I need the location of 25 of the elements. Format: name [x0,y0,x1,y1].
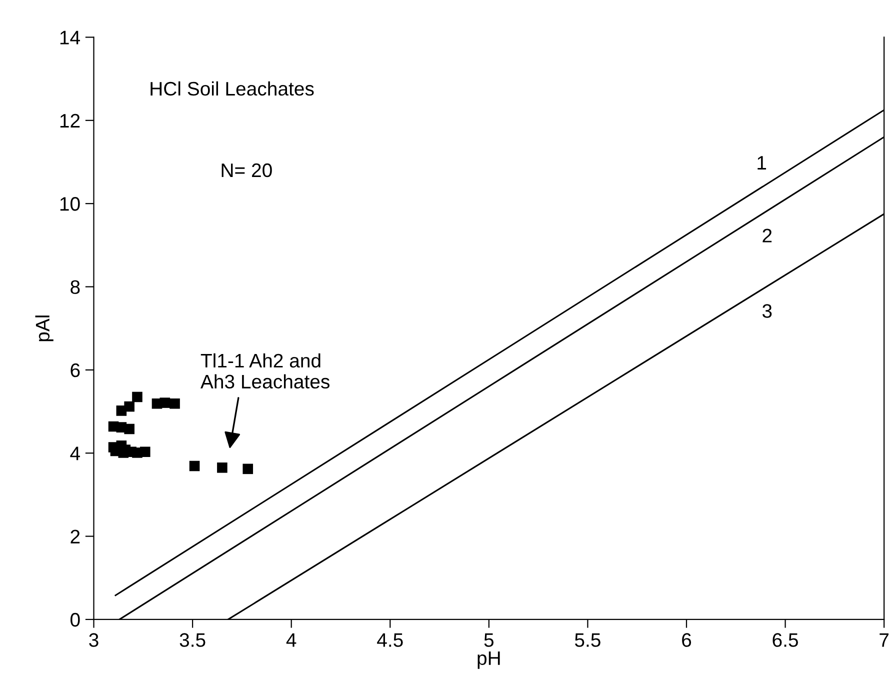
x-tick-label: 7 [880,633,888,647]
y-tick-label: 4 [70,446,80,460]
x-tick-label: 5.5 [574,633,600,647]
x-tick-label: 4 [286,633,296,647]
y-tick-label: 8 [70,280,80,294]
y-tick-label: 10 [60,197,80,211]
series-label: 2 [762,228,772,242]
y-tick-label: 12 [60,114,80,128]
x-tick-label: 3.5 [180,633,206,647]
x-tick-label: 6.5 [772,633,798,647]
annotation: N= 20 [222,163,272,178]
x-tick-label: 4.5 [377,633,403,647]
y-tick-label: 14 [60,30,80,44]
annotation: HCl Soil Leachates [150,81,314,96]
y-axis-title: pAl [35,316,54,342]
series-label: 3 [762,304,772,318]
series-label: 1 [758,156,766,170]
x-tick-label: 6 [682,633,692,647]
x-axis-title: pH [478,651,500,669]
annotation: Tl1-1 Ah2 and Ah3 Leachates [200,353,330,389]
y-tick-label: 6 [70,363,80,378]
y-tick-label: 2 [70,530,80,544]
x-tick-label: 3 [89,633,98,647]
y-tick-label: 0 [70,612,80,627]
x-tick-label: 5 [484,633,494,647]
